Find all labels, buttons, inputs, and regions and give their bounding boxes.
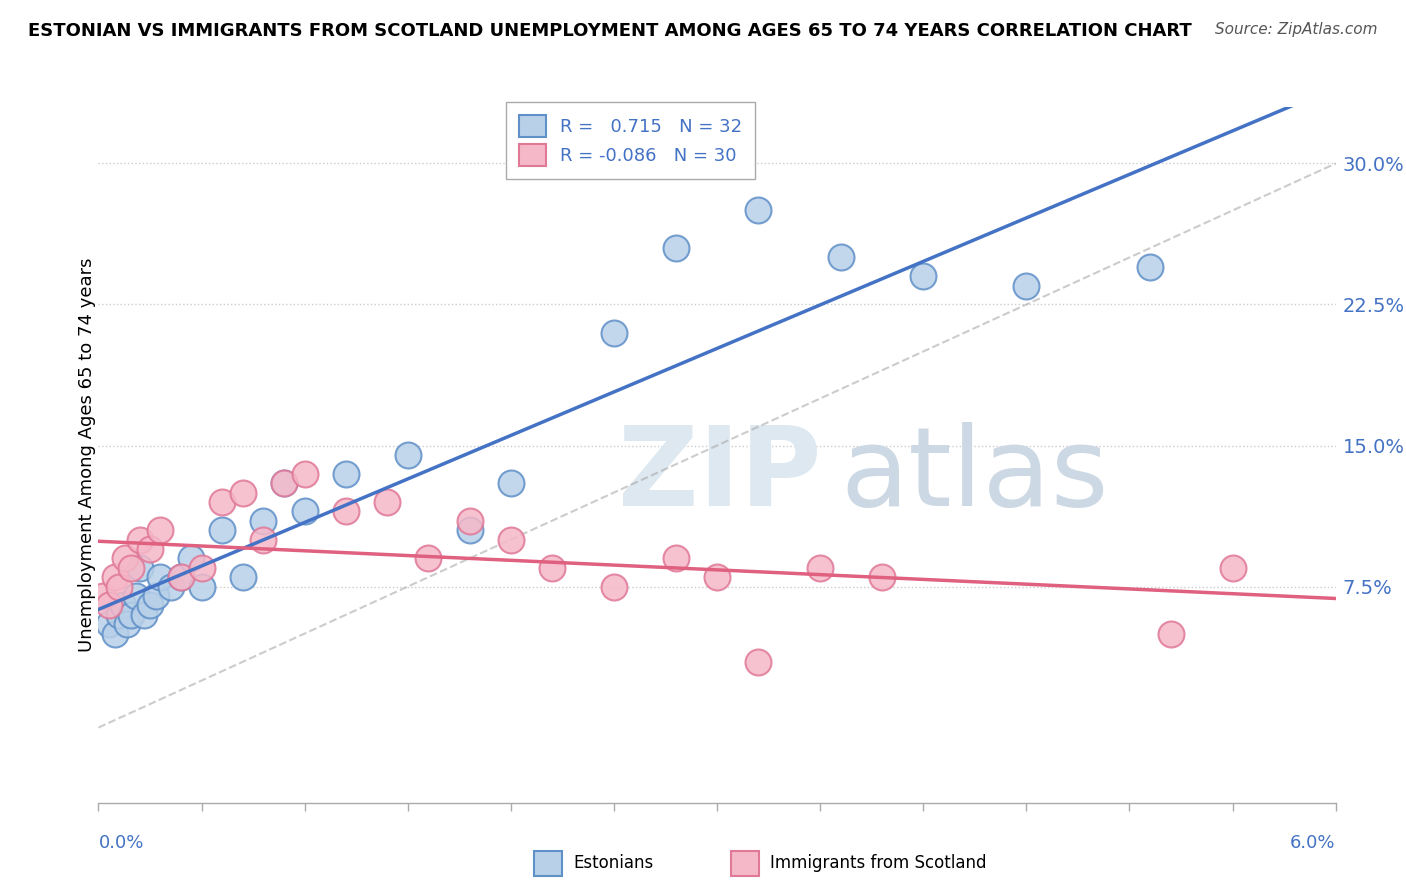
Point — [747, 655, 769, 669]
Point — [830, 251, 852, 265]
Point — [1139, 260, 1161, 274]
Point — [273, 476, 295, 491]
Point — [665, 551, 688, 566]
Point — [912, 269, 935, 284]
Point — [499, 476, 522, 491]
Point — [139, 599, 162, 613]
Point — [396, 448, 419, 462]
Point — [252, 514, 274, 528]
Point — [418, 551, 440, 566]
Point — [104, 570, 127, 584]
Point — [128, 560, 150, 574]
Point — [190, 560, 212, 574]
Point — [294, 504, 316, 518]
Point — [541, 560, 564, 574]
Point — [149, 570, 172, 584]
Point — [104, 626, 127, 640]
Point — [335, 467, 357, 481]
Point — [1160, 626, 1182, 640]
Point — [294, 467, 316, 481]
Point — [232, 570, 254, 584]
Text: 6.0%: 6.0% — [1291, 834, 1336, 852]
Point — [112, 599, 135, 613]
Point — [1222, 560, 1244, 574]
Point — [108, 580, 131, 594]
Point — [132, 607, 155, 622]
Legend: R =   0.715   N = 32, R = -0.086   N = 30: R = 0.715 N = 32, R = -0.086 N = 30 — [506, 103, 755, 178]
Point — [211, 495, 233, 509]
Text: atlas: atlas — [841, 422, 1109, 529]
Point — [458, 514, 481, 528]
Point — [117, 617, 139, 632]
Point — [97, 599, 120, 613]
Point — [139, 541, 162, 556]
Point — [1015, 278, 1038, 293]
Point — [190, 580, 212, 594]
Point — [870, 570, 893, 584]
Point — [145, 589, 167, 603]
Point — [180, 551, 202, 566]
Point — [120, 607, 142, 622]
Text: ESTONIAN VS IMMIGRANTS FROM SCOTLAND UNEMPLOYMENT AMONG AGES 65 TO 74 YEARS CORR: ESTONIAN VS IMMIGRANTS FROM SCOTLAND UNE… — [28, 22, 1192, 40]
Point — [170, 570, 193, 584]
Text: ZIP: ZIP — [619, 422, 821, 529]
Point — [114, 551, 136, 566]
Text: Source: ZipAtlas.com: Source: ZipAtlas.com — [1215, 22, 1378, 37]
Point — [108, 607, 131, 622]
Point — [232, 485, 254, 500]
Point — [706, 570, 728, 584]
Point — [273, 476, 295, 491]
Point — [603, 580, 626, 594]
Point — [808, 560, 831, 574]
Point — [603, 326, 626, 340]
Point — [458, 523, 481, 537]
Point — [97, 617, 120, 632]
Point — [124, 589, 146, 603]
Text: 0.0%: 0.0% — [98, 834, 143, 852]
Point — [120, 560, 142, 574]
Point — [91, 589, 114, 603]
Point — [375, 495, 398, 509]
Point — [159, 580, 181, 594]
Point — [149, 523, 172, 537]
Point — [128, 533, 150, 547]
Point — [211, 523, 233, 537]
Text: Immigrants from Scotland: Immigrants from Scotland — [770, 855, 987, 872]
Y-axis label: Unemployment Among Ages 65 to 74 years: Unemployment Among Ages 65 to 74 years — [79, 258, 96, 652]
Point — [335, 504, 357, 518]
Point — [499, 533, 522, 547]
Text: Estonians: Estonians — [574, 855, 654, 872]
Point — [170, 570, 193, 584]
Point — [665, 241, 688, 255]
Point — [747, 203, 769, 218]
Point — [252, 533, 274, 547]
